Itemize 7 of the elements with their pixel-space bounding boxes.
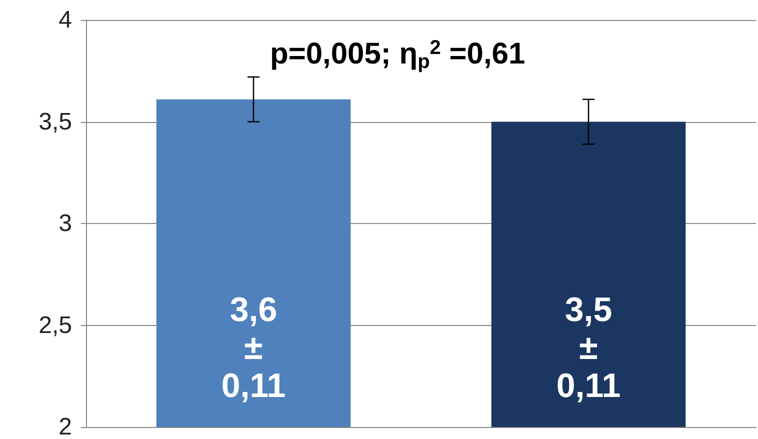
y-tick-label: 3	[58, 210, 72, 237]
y-tick-label: 4	[58, 6, 72, 34]
data-label: 3,6 ± 0,11	[221, 291, 286, 405]
y-tick-label: 2,5	[38, 312, 72, 339]
y-tick-label: 2	[58, 414, 72, 439]
data-label: 3,5 ± 0,11	[556, 291, 621, 405]
y-tick-label: 3,5	[38, 108, 72, 136]
